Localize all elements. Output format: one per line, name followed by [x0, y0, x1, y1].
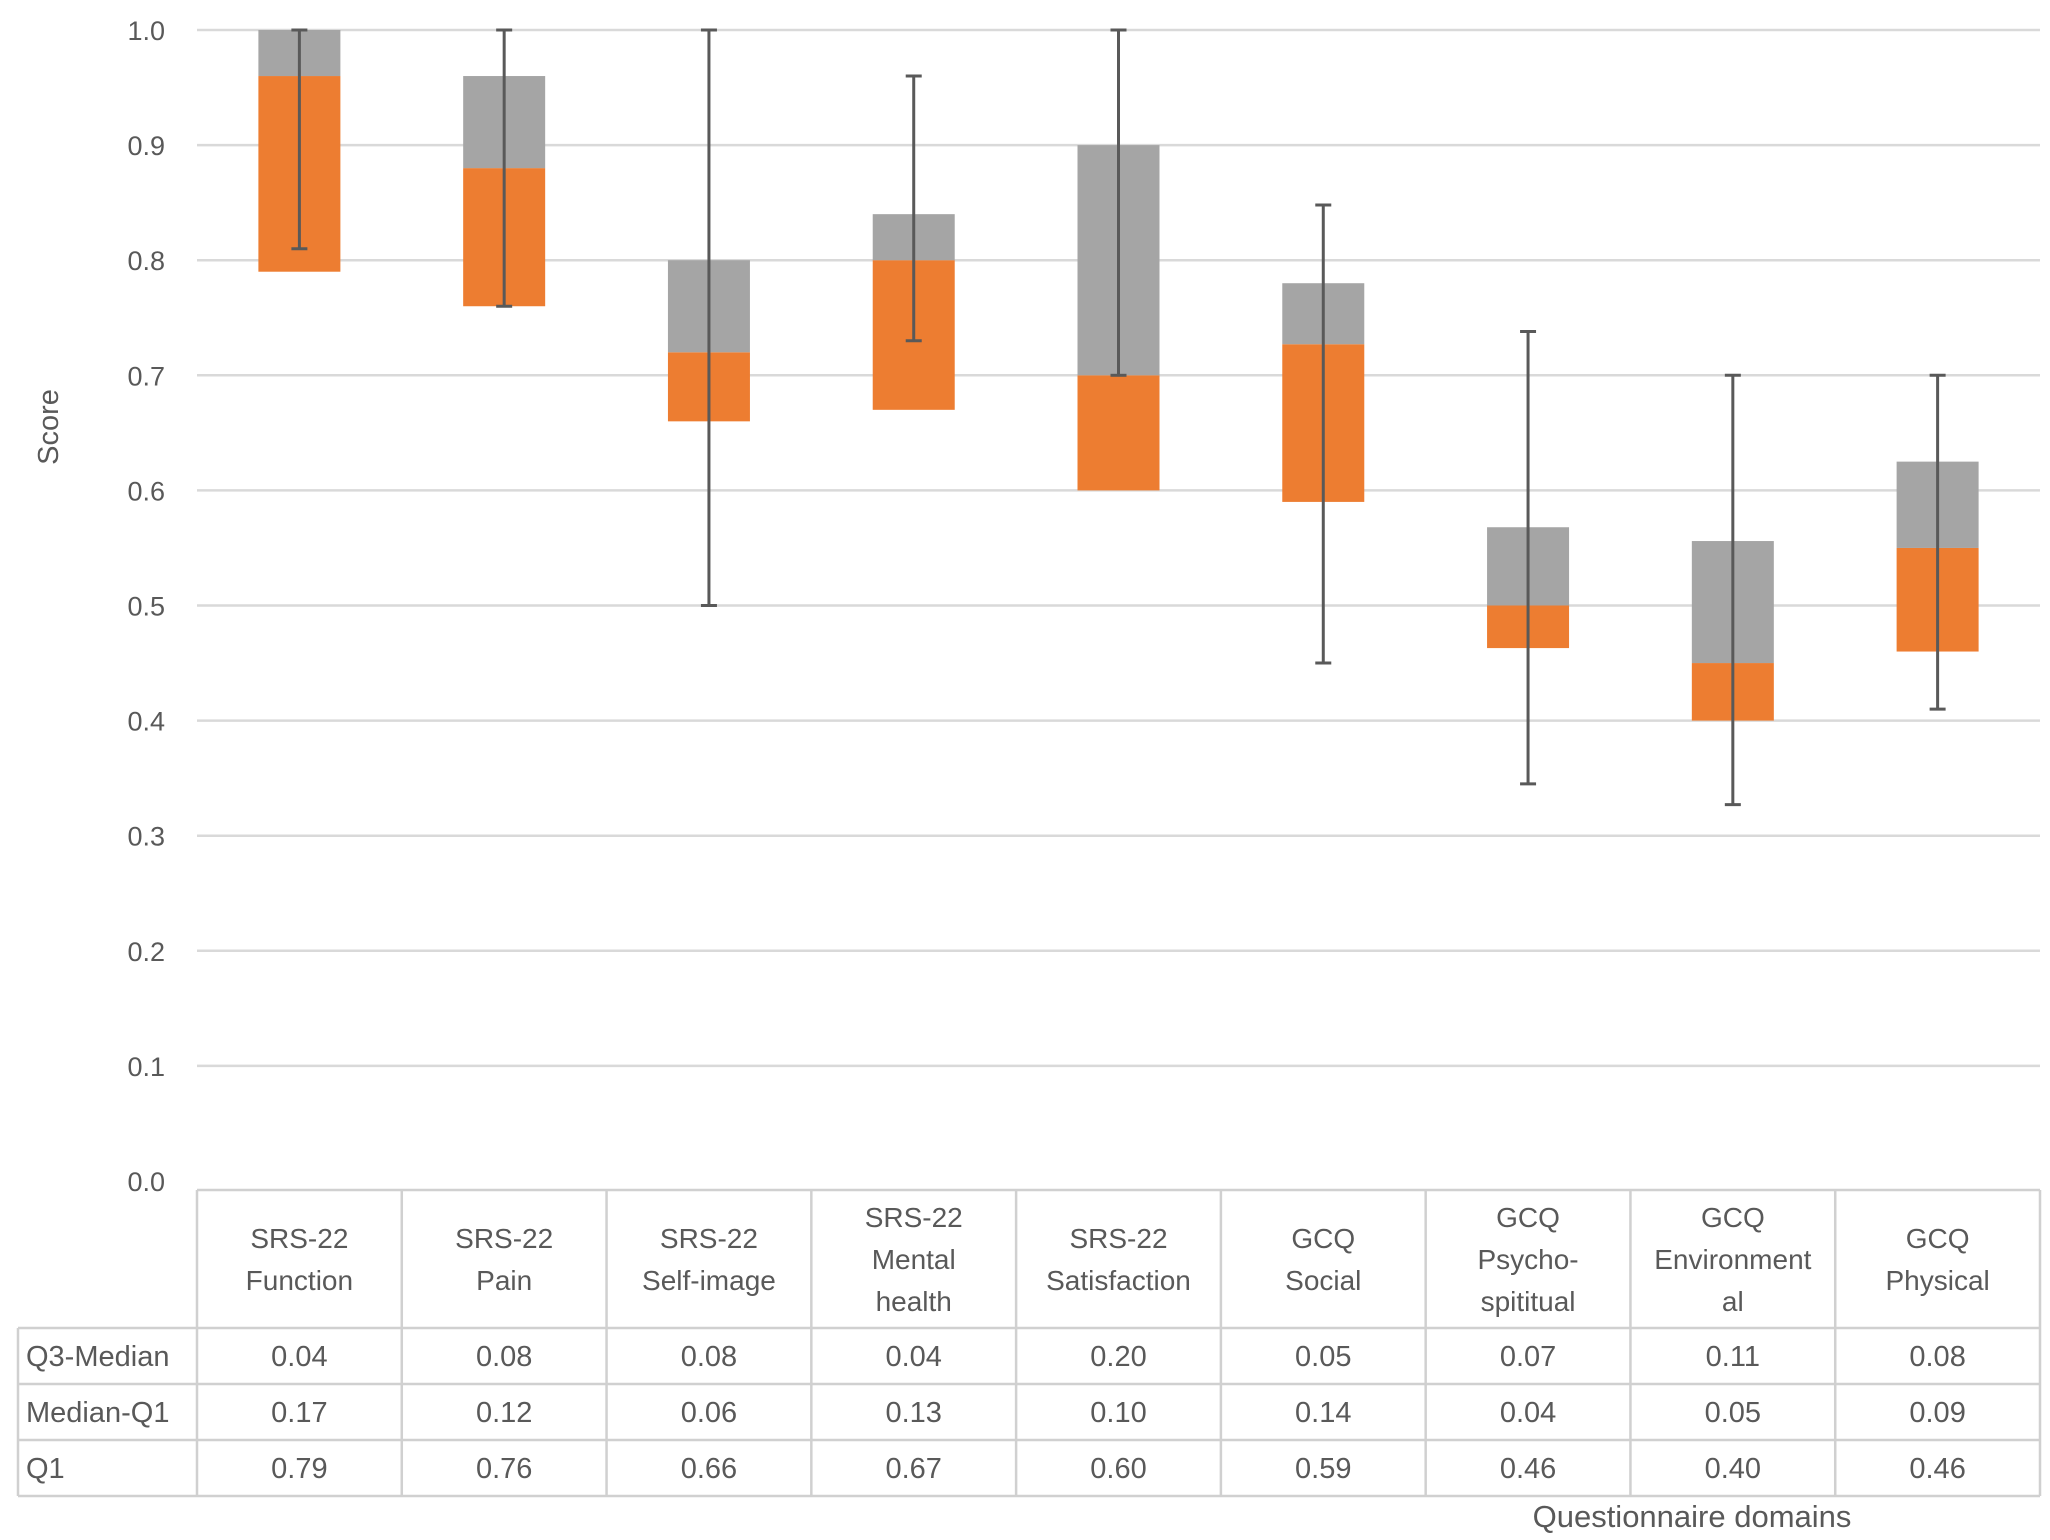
table-cell: 0.13	[885, 1397, 941, 1429]
table-cell: 0.08	[1909, 1341, 1965, 1373]
category-label: Environment	[1654, 1244, 1811, 1275]
category-label: health	[876, 1286, 952, 1317]
y-tick-label: 0.5	[127, 592, 165, 622]
table-row-label: Median-Q1	[26, 1397, 169, 1429]
table-cell: 0.76	[476, 1453, 532, 1485]
y-tick-label: 0.3	[127, 822, 165, 852]
table-cell: 0.66	[681, 1453, 737, 1485]
table-row-label: Q3-Median	[26, 1341, 169, 1373]
table-cell: 0.59	[1295, 1453, 1351, 1485]
data-table: SRS-22 Function SRS-22 Pain SRS-22 Self-image…	[16, 1188, 2042, 1498]
y-axis-label: Score	[33, 389, 65, 465]
table-cell: 0.17	[271, 1397, 327, 1429]
y-tick-label: 0.9	[127, 131, 165, 161]
category-label: SRS-22	[250, 1223, 348, 1254]
category-label: GCQ	[1906, 1223, 1970, 1254]
table-cell: 0.46	[1909, 1453, 1965, 1485]
table-cell: 0.40	[1705, 1453, 1761, 1485]
whiskers	[291, 28, 1946, 807]
category-label: GCQ	[1496, 1202, 1560, 1233]
y-tick-label: 0.4	[127, 707, 165, 737]
table-cell: 0.20	[1090, 1341, 1146, 1373]
category-label: Satisfaction	[1046, 1265, 1191, 1296]
table-cell: 0.67	[885, 1453, 941, 1485]
y-tick-label: 0.2	[127, 937, 165, 967]
table-cell: 0.06	[681, 1397, 737, 1429]
table-row-label: Q1	[26, 1453, 65, 1485]
table-cell: 0.04	[1500, 1397, 1556, 1429]
table-cell: 0.04	[271, 1341, 327, 1373]
table-cell: 0.08	[681, 1341, 737, 1373]
y-axis-ticks: 0.0 0.1 0.2 0.3 0.4 0.5 0.6 0.7 0.8 0.9 1.0	[127, 16, 165, 1197]
table-cell: 0.11	[1706, 1341, 1760, 1373]
x-axis-label: Questionnaire domains	[1533, 1499, 1852, 1534]
y-tick-label: 0.0	[127, 1167, 165, 1197]
table-cell: 0.46	[1500, 1453, 1556, 1485]
category-label: SRS-22	[455, 1223, 553, 1254]
y-tick-label: 0.8	[127, 246, 165, 276]
table-cell: 0.10	[1090, 1397, 1146, 1429]
table-cell: 0.05	[1705, 1397, 1761, 1429]
category-label: SRS-22	[865, 1202, 963, 1233]
category-label: Self-image	[642, 1265, 776, 1296]
category-label: Pain	[476, 1265, 532, 1296]
category-label: SRS-22	[1069, 1223, 1167, 1254]
y-tick-label: 1.0	[127, 16, 165, 46]
category-label: al	[1722, 1286, 1744, 1317]
category-label: Physical	[1885, 1265, 1989, 1296]
table-cell: 0.79	[271, 1453, 327, 1485]
category-label: GCQ	[1701, 1202, 1765, 1233]
table-cell: 0.05	[1295, 1341, 1351, 1373]
category-label: SRS-22	[660, 1223, 758, 1254]
table-cell: 0.09	[1909, 1397, 1965, 1429]
category-label: Psycho-	[1477, 1244, 1578, 1275]
table-cell: 0.60	[1090, 1453, 1146, 1485]
table-cell: 0.12	[476, 1397, 532, 1429]
table-cell: 0.14	[1295, 1397, 1351, 1429]
category-label: Function	[246, 1265, 353, 1296]
table-cell: 0.07	[1500, 1341, 1556, 1373]
category-label: GCQ	[1291, 1223, 1355, 1254]
table-cell: 0.08	[476, 1341, 532, 1373]
category-label: spititual	[1481, 1286, 1576, 1317]
y-tick-label: 0.7	[127, 361, 165, 391]
y-tick-label: 0.1	[127, 1052, 165, 1082]
table-cell: 0.04	[885, 1341, 941, 1373]
category-label: Mental	[872, 1244, 956, 1275]
y-tick-label: 0.6	[127, 476, 165, 506]
bar-median-q1	[1077, 375, 1160, 491]
category-label: Social	[1285, 1265, 1361, 1296]
